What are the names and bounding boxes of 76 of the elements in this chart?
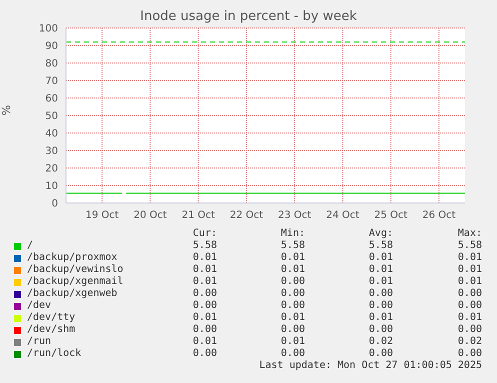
legend-label: /backup/xgenmail bbox=[27, 276, 124, 288]
x-tick-label: 24 Oct bbox=[326, 210, 360, 222]
text: 0.01 bbox=[192, 336, 217, 348]
text: 0.00 bbox=[280, 288, 305, 300]
text: Min: bbox=[280, 228, 305, 240]
text: 5.58 bbox=[192, 240, 217, 252]
text: Last update: Mon Oct 27 01:00:05 2025 bbox=[259, 360, 482, 372]
legend-label: /dev bbox=[27, 300, 52, 312]
x-tick-label: 26 Oct bbox=[422, 210, 456, 222]
text: 0.00 bbox=[280, 276, 305, 288]
y-tick-label: 30 bbox=[45, 146, 58, 158]
text: 0.00 bbox=[192, 288, 217, 300]
legend-label: /dev/shm bbox=[27, 324, 76, 336]
y-tick-label: 10 bbox=[45, 181, 58, 192]
x-tick-label: 25 Oct bbox=[374, 210, 408, 222]
text: Max: bbox=[458, 228, 482, 240]
text: 0.00 bbox=[192, 300, 217, 312]
text: 0.02 bbox=[458, 336, 482, 348]
legend-label: /dev/tty bbox=[27, 312, 76, 324]
text: 0.01 bbox=[458, 264, 482, 276]
text: 5.58 bbox=[280, 240, 305, 252]
text: 0.00 bbox=[458, 300, 482, 312]
y-tick-label: 50 bbox=[45, 111, 58, 122]
text: 0.01 bbox=[458, 276, 482, 288]
legend-label: /backup/vewinslo bbox=[27, 264, 124, 276]
text: 0.01 bbox=[192, 264, 217, 276]
text: 0.01 bbox=[368, 252, 393, 264]
x-tick-label: 20 Oct bbox=[134, 210, 167, 222]
text: 0.00 bbox=[192, 348, 217, 360]
text: 0.00 bbox=[458, 288, 482, 300]
text: 0.00 bbox=[368, 348, 393, 360]
text: 0.01 bbox=[368, 312, 393, 324]
text: 0.00 bbox=[192, 324, 217, 336]
x-tick-label: 23 Oct bbox=[278, 210, 312, 222]
y-tick-label: 0 bbox=[52, 198, 58, 210]
text: 0.00 bbox=[458, 324, 482, 336]
chart-title: Inode usage in percent - by week bbox=[139, 9, 358, 24]
legend-label: /run/lock bbox=[27, 348, 82, 360]
legend-label: /run bbox=[27, 336, 52, 348]
text: 0.01 bbox=[192, 252, 217, 264]
legend-label: / bbox=[27, 240, 34, 252]
y-tick-label: 90 bbox=[45, 41, 58, 52]
text: 0.01 bbox=[280, 264, 305, 276]
y-axis-title: % bbox=[0, 105, 13, 116]
y-tick-label: 60 bbox=[45, 94, 58, 105]
text: 0.00 bbox=[368, 288, 393, 300]
text: 0.00 bbox=[368, 324, 393, 336]
text: 0.00 bbox=[280, 348, 305, 360]
text: 0.00 bbox=[458, 348, 482, 360]
text: 0.01 bbox=[280, 252, 305, 264]
text: 0.01 bbox=[368, 276, 393, 288]
legend-label: /backup/xgenweb bbox=[27, 288, 118, 300]
text: 0.02 bbox=[368, 336, 393, 348]
text: 0.01 bbox=[192, 312, 217, 324]
text: 0.01 bbox=[458, 252, 482, 264]
y-tick-label: 70 bbox=[45, 76, 58, 88]
legend-label: /backup/proxmox bbox=[27, 252, 118, 264]
text: 0.00 bbox=[368, 300, 393, 312]
x-tick-label: 22 Oct bbox=[230, 210, 264, 222]
text: 5.58 bbox=[458, 240, 482, 252]
text: Cur: bbox=[192, 228, 217, 240]
text: 0.00 bbox=[280, 324, 305, 336]
y-tick-label: 20 bbox=[45, 164, 58, 175]
y-tick-label: 100 bbox=[38, 24, 58, 35]
text: 0.00 bbox=[280, 300, 305, 312]
x-tick-label: 19 Oct bbox=[85, 210, 119, 222]
text: 0.01 bbox=[280, 312, 305, 324]
text: 0.01 bbox=[458, 312, 482, 324]
text: 0.01 bbox=[368, 264, 393, 276]
text: 5.58 bbox=[368, 240, 393, 252]
text: 0.01 bbox=[280, 336, 305, 348]
text: Avg: bbox=[368, 228, 393, 240]
y-tick-label: 40 bbox=[45, 128, 58, 140]
x-tick-label: 21 Oct bbox=[182, 210, 216, 222]
text: 0.01 bbox=[192, 276, 217, 288]
y-tick-label: 80 bbox=[45, 58, 58, 70]
